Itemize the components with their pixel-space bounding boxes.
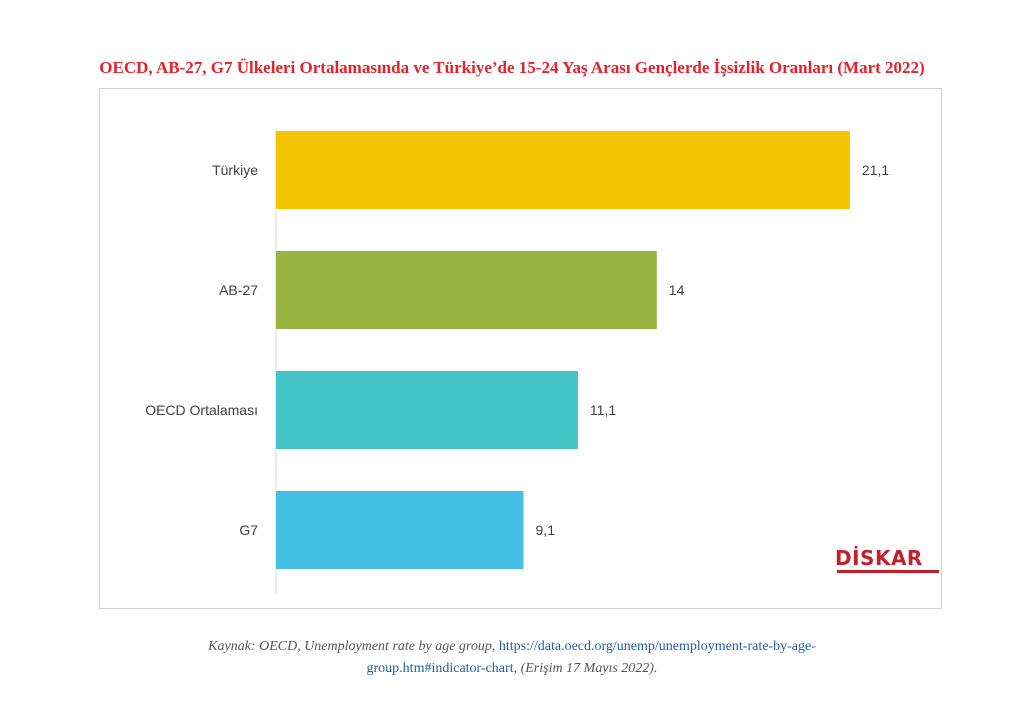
category-label-0: Türkiye xyxy=(212,162,258,178)
bar-3 xyxy=(276,491,524,569)
source-link[interactable]: https://data.oecd.org/unemp/unemployment… xyxy=(498,639,816,654)
category-label-1: AB-27 xyxy=(219,282,258,298)
diskar-logo: DİSKAR xyxy=(835,546,941,576)
bar-2 xyxy=(276,371,578,449)
caption-suffix: , (Erişim 17 Mayıs 2022). xyxy=(513,661,658,676)
bar-0 xyxy=(276,131,850,209)
category-label-3: G7 xyxy=(239,522,258,538)
category-label-2: OECD Ortalaması xyxy=(145,402,258,418)
caption-prefix: Kaynak: OECD, Unemployment rate by age g… xyxy=(208,639,496,654)
value-label-3: 9,1 xyxy=(536,522,556,538)
value-label-1: 14 xyxy=(669,282,685,298)
logo-strip xyxy=(837,570,939,573)
chart-frame: Türkiye 21,1 AB-27 14 OECD Ortalaması 11,1 G7 9… xyxy=(99,88,942,609)
source-link-cont[interactable]: group.htm#indicator-chart xyxy=(366,661,514,676)
value-label-2: 11,1 xyxy=(590,402,616,418)
value-label-0: 21,1 xyxy=(862,162,889,178)
source-caption: Kaynak: OECD, Unemployment rate by age g… xyxy=(60,636,964,680)
logo-text: DİSKAR xyxy=(835,546,923,570)
bar-1 xyxy=(276,251,657,329)
chart-title: OECD, AB-27, G7 Ülkeleri Ortalamasında v… xyxy=(99,58,925,77)
bar-chart: Türkiye 21,1 AB-27 14 OECD Ortalaması 11,1 G7 9… xyxy=(145,129,889,594)
